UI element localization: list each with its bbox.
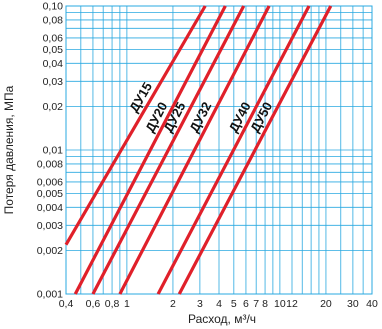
x-tick-label: 7 [253,298,259,310]
x-tick-label: 12 [286,298,298,310]
y-tick-label: 0,10 [43,1,64,13]
series-line [156,5,311,295]
y-tick-label: 0,004 [37,202,63,214]
grid [65,5,373,295]
x-tick-label: 20 [320,298,332,310]
series-line [91,5,246,295]
x-tick-label: 4 [216,298,222,310]
x-tick-label: 1 [124,298,130,310]
y-tick-label: 0,003 [37,220,63,232]
y-tick-label: 0,001 [37,289,63,301]
x-tick-label: 2 [170,298,176,310]
plot-frame [65,5,373,295]
x-tick-label: 8 [262,298,268,310]
y-tick-label: 0,08 [43,14,64,26]
series-line [73,5,227,295]
x-tick-label: 0,4 [59,298,74,310]
x-axis-ticks: 0,4 0,6 0,8 1 2 3 4 5 6 7 8 10 12 20 30 40 [59,298,378,310]
y-tick-label: 0,02 [43,101,64,113]
y-tick-label: 0,03 [43,76,64,88]
series-line [118,5,271,295]
y-tick-label: 0,008 [37,158,63,170]
y-axis-label: Потеря давления, МПа [2,85,16,214]
series-line [177,5,333,295]
series-line [64,5,207,246]
x-tick-label: 6 [243,298,249,310]
x-tick-label: 0,8 [105,298,120,310]
x-tick-label: 10 [274,298,286,310]
y-tick-label: 0,002 [37,245,63,257]
y-tick-label: 0,005 [37,188,63,200]
x-axis-label: Расход, м³/ч [188,312,256,326]
x-tick-label: 0,6 [86,298,101,310]
x-tick-label: 3 [197,298,203,310]
y-tick-label: 0,05 [43,44,64,56]
y-tick-label: 0,01 [43,145,64,157]
series-lines [64,5,333,295]
y-tick-label: 0,006 [37,176,63,188]
y-tick-label: 0,06 [43,32,64,44]
x-tick-label: 5 [231,298,237,310]
x-tick-label: 30 [347,298,359,310]
y-tick-label: 0,04 [43,58,64,70]
x-tick-label: 40 [366,298,378,310]
